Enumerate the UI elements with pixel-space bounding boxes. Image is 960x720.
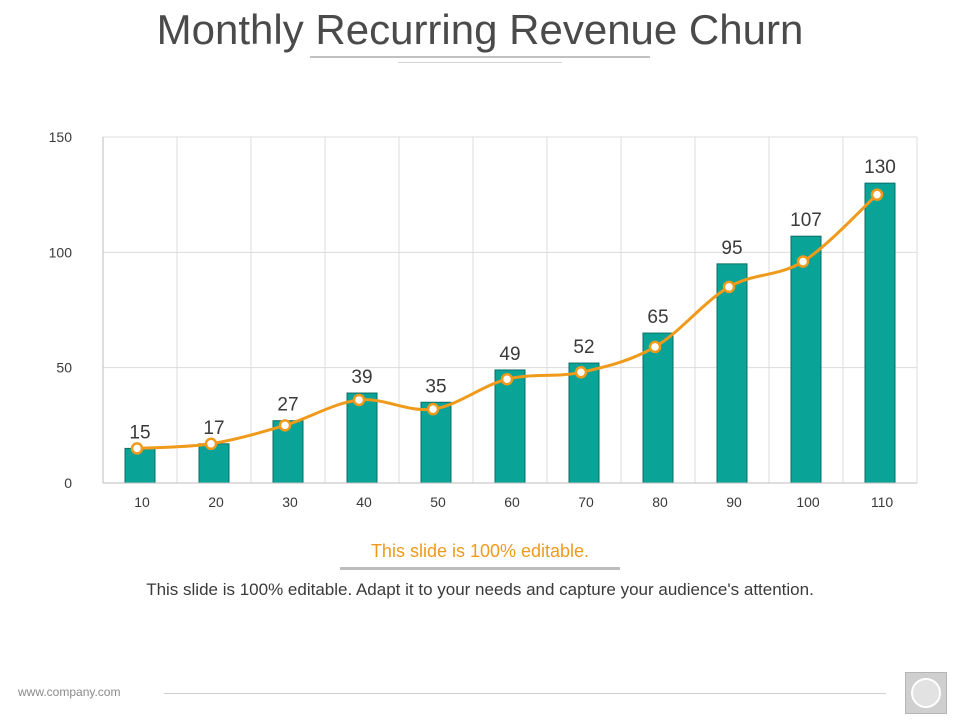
data-label: 130: [864, 157, 896, 178]
trend-point: [722, 280, 736, 294]
data-label: 17: [203, 418, 224, 439]
y-tick-label: 0: [64, 475, 72, 491]
bar: [494, 369, 526, 484]
bar: [272, 420, 304, 484]
bar: [124, 447, 156, 484]
trend-point: [130, 442, 144, 455]
data-label: 65: [647, 307, 668, 328]
x-tick-label: 60: [504, 494, 520, 510]
x-tick-label: 70: [578, 494, 594, 510]
y-tick-label: 100: [49, 244, 73, 260]
slide-title: Monthly Recurring Revenue Churn: [156, 6, 804, 53]
bar: [568, 362, 600, 484]
trend-point: [648, 340, 662, 354]
title-underline: [310, 56, 650, 58]
chart-axes: 0 50 100 150 10 20 30 40 50 60 70 80 90 100 110: [49, 129, 917, 510]
chart: 15 17 27 39 35 49 52 65 95 107 130 0 50 100 150 10 20 30…: [49, 129, 918, 510]
x-tick-label: 50: [430, 494, 446, 510]
trend-point: [204, 437, 218, 451]
bar: [346, 392, 378, 484]
subheading: This slide is 100% editable.: [370, 541, 590, 561]
logo-placeholder-icon: [905, 672, 947, 714]
chart-data-labels: 15 17 27 39 35 49 52 65 95 107 130: [129, 157, 895, 443]
trend-point: [352, 393, 366, 407]
subheading-underline: [340, 567, 620, 570]
trend-points: [130, 188, 884, 455]
y-tick-label: 150: [49, 129, 73, 145]
data-label: 52: [573, 337, 594, 358]
data-label: 107: [790, 210, 822, 231]
y-tick-label: 50: [56, 360, 72, 376]
bar: [716, 263, 748, 484]
footer-url: www.company.com: [18, 685, 121, 699]
x-tick-label: 100: [796, 494, 820, 510]
data-label: 49: [499, 344, 520, 365]
trend-point: [426, 402, 440, 416]
x-tick-label: 90: [726, 494, 742, 510]
x-tick-label: 20: [208, 494, 224, 510]
x-tick-label: 40: [356, 494, 372, 510]
trend-point: [870, 188, 884, 201]
body-text: This slide is 100% editable. Adapt it to…: [146, 580, 814, 599]
bar: [420, 401, 452, 484]
x-tick-label: 80: [652, 494, 668, 510]
bar: [790, 235, 822, 484]
data-label: 95: [721, 238, 742, 259]
chart-bars: [124, 182, 896, 484]
title-underline-short: [398, 62, 562, 63]
data-label: 35: [425, 376, 446, 397]
data-label: 27: [277, 395, 298, 416]
trend-point: [500, 372, 514, 386]
trend-point: [278, 419, 292, 432]
data-label: 39: [351, 367, 372, 388]
bar: [642, 332, 674, 484]
data-label: 15: [129, 422, 150, 443]
footer-divider: [164, 693, 886, 694]
x-tick-label: 10: [134, 494, 150, 510]
trend-point: [796, 255, 810, 268]
x-tick-label: 110: [871, 494, 894, 510]
x-tick-label: 30: [282, 494, 298, 510]
bar: [198, 443, 230, 484]
bar: [864, 182, 896, 484]
trend-point: [574, 366, 588, 379]
